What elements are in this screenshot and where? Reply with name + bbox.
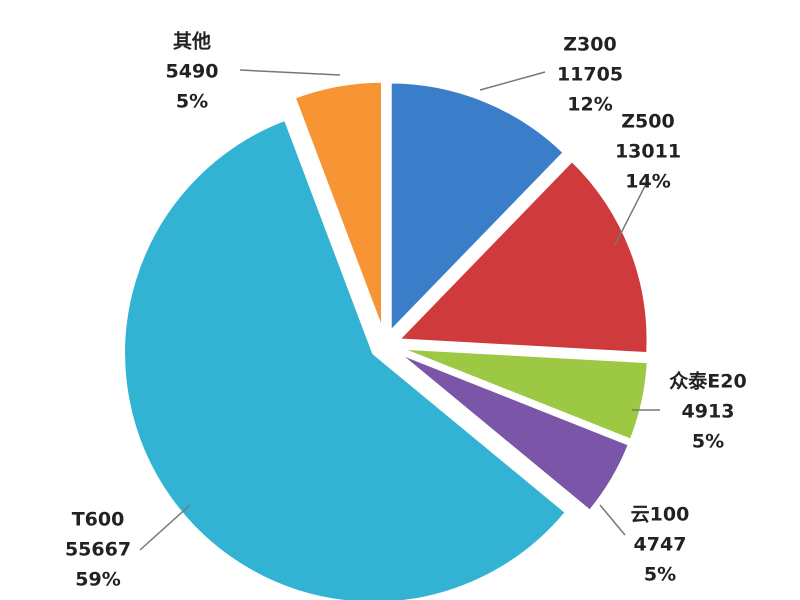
slice-name: Z500 — [621, 111, 674, 133]
slice-value: 4913 — [682, 401, 735, 423]
slice-name: 云100 — [631, 504, 690, 526]
leader-line — [599, 504, 626, 536]
slice-percent: 5% — [644, 564, 676, 586]
slice-name: 其他 — [173, 30, 211, 53]
leader-line — [614, 179, 649, 246]
leader-line — [239, 69, 341, 76]
slice-percent: 59% — [75, 569, 120, 591]
slice-value: 4747 — [634, 534, 687, 556]
slice-value: 55667 — [65, 539, 131, 561]
leader-line — [139, 504, 191, 551]
slice-name: 众泰E20 — [669, 370, 746, 393]
slice-percent: 5% — [176, 91, 208, 113]
slice-value: 13011 — [615, 141, 681, 163]
pie-slice — [122, 117, 569, 600]
pie-slice — [396, 350, 632, 514]
leader-line — [479, 71, 546, 91]
pie-slice — [398, 346, 650, 443]
pie-slice — [394, 158, 650, 356]
slice-name: Z300 — [563, 34, 616, 56]
slice-percent: 12% — [567, 94, 612, 116]
slice-value: 5490 — [166, 61, 219, 83]
pie-slice — [292, 79, 384, 332]
slice-percent: 14% — [625, 171, 670, 193]
slice-name: T600 — [72, 509, 125, 531]
slice-percent: 5% — [692, 431, 724, 453]
slice-value: 11705 — [557, 64, 623, 86]
pie-slice — [388, 80, 567, 336]
